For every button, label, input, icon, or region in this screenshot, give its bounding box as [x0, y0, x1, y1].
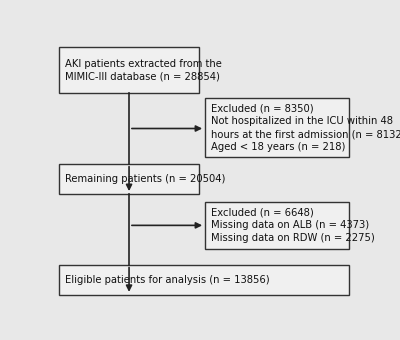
FancyBboxPatch shape — [205, 202, 349, 249]
Text: Excluded (n = 8350)
Not hospitalized in the ICU within 48
hours at the first adm: Excluded (n = 8350) Not hospitalized in … — [210, 104, 400, 152]
FancyBboxPatch shape — [59, 164, 199, 194]
Text: Excluded (n = 6648)
Missing data on ALB (n = 4373)
Missing data on RDW (n = 2275: Excluded (n = 6648) Missing data on ALB … — [210, 207, 374, 243]
Text: AKI patients extracted from the
MIMIC-III database (n = 28854): AKI patients extracted from the MIMIC-II… — [65, 59, 222, 82]
FancyBboxPatch shape — [59, 47, 199, 93]
Text: Remaining patients (n = 20504): Remaining patients (n = 20504) — [65, 174, 225, 184]
FancyBboxPatch shape — [205, 98, 349, 157]
FancyBboxPatch shape — [59, 265, 349, 295]
Text: Eligible patients for analysis (n = 13856): Eligible patients for analysis (n = 1385… — [65, 275, 270, 285]
